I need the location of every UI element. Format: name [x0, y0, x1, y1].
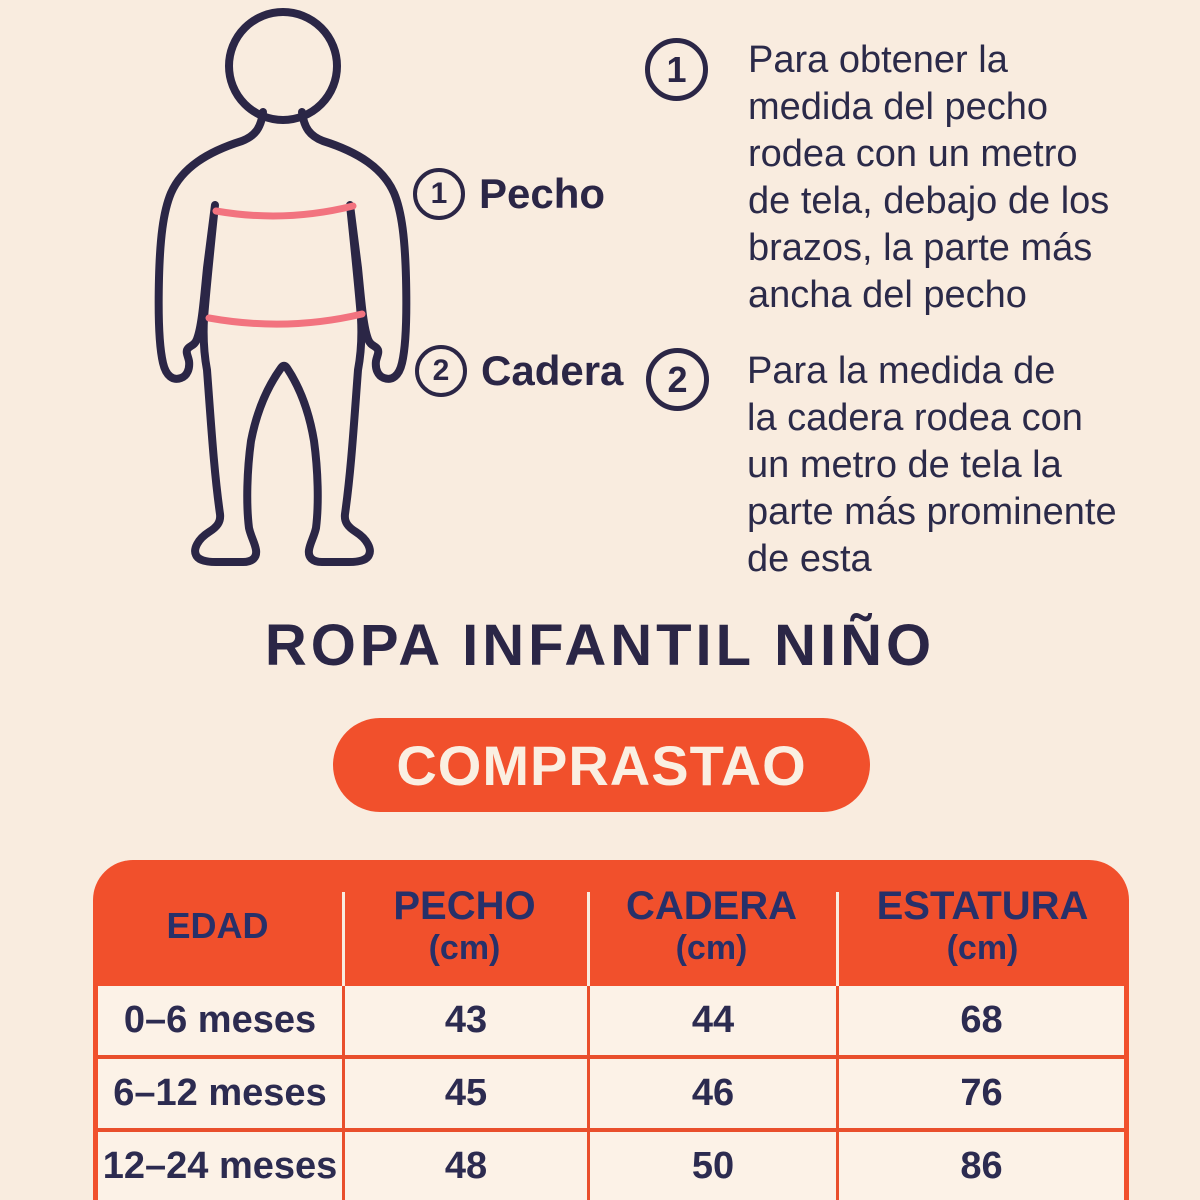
header-cadera-label: CADERA — [625, 884, 798, 929]
child-body-diagram — [154, 8, 411, 566]
header-divider — [587, 892, 590, 986]
cell-pecho: 48 — [345, 1132, 590, 1200]
step-2-circle-icon: 2 — [646, 348, 709, 411]
header-cadera: CADERA (cm) — [587, 860, 836, 986]
cell-edad: 12–24 meses — [98, 1132, 345, 1200]
size-table-header: EDAD PECHO (cm) CADERA (cm) ESTATURA (cm… — [93, 860, 1129, 986]
table-row: 12–24 meses 48 50 86 — [98, 1132, 1124, 1200]
cell-cadera: 46 — [590, 1059, 839, 1128]
header-estatura-label: ESTATURA — [876, 884, 1089, 929]
cell-edad: 6–12 meses — [98, 1059, 345, 1128]
chest-measure-line — [212, 202, 357, 220]
header-estatura-unit: (cm) — [946, 929, 1019, 968]
instruction-step-2: 2 Para la medida de la cadera rodea con … — [646, 348, 1200, 583]
number-2-circle-icon: 2 — [415, 345, 467, 397]
cell-cadera: 50 — [590, 1132, 839, 1200]
cell-estatura: 76 — [960, 1072, 1003, 1114]
table-row: 0–6 meses 43 44 68 — [98, 986, 1124, 1059]
header-edad-label: EDAD — [166, 904, 269, 946]
pecho-label: 1 Pecho — [413, 168, 605, 220]
table-row: 6–12 meses 45 46 76 — [98, 1059, 1124, 1132]
head-outline — [225, 8, 341, 124]
header-estatura: ESTATURA (cm) — [836, 860, 1129, 986]
cadera-label-number: 2 — [432, 354, 450, 387]
cadera-label: 2 Cadera — [415, 345, 623, 397]
cadera-label-text: Cadera — [481, 347, 624, 394]
cell-pecho: 43 — [345, 986, 590, 1055]
number-1-circle-icon: 1 — [413, 168, 465, 220]
size-table-body: 0–6 meses 43 44 68 6–12 meses 45 46 76 1… — [93, 986, 1129, 1200]
instruction-step-1: 1 Para obtener la medida del pecho rodea… — [645, 38, 1200, 319]
pecho-label-text: Pecho — [479, 170, 606, 217]
hip-measure-line — [205, 310, 366, 328]
cell-pecho: 45 — [345, 1059, 590, 1128]
header-cadera-unit: (cm) — [675, 929, 748, 968]
header-divider — [836, 892, 839, 986]
page-title: ROPA INFANTIL NIÑO — [264, 613, 936, 678]
cell-estatura: 86 — [960, 1145, 1003, 1187]
cell-estatura: 68 — [960, 999, 1003, 1041]
header-pecho: PECHO (cm) — [342, 860, 587, 986]
header-pecho-label: PECHO — [393, 884, 536, 929]
cell-edad: 0–6 meses — [98, 986, 345, 1055]
header-edad: EDAD — [93, 860, 342, 986]
step-1-text: Para obtener la medida del pecho rodea c… — [748, 39, 1110, 316]
brand-badge: COMPRASTAO — [333, 718, 870, 812]
size-table: EDAD PECHO (cm) CADERA (cm) ESTATURA (cm… — [93, 860, 1129, 1200]
header-divider — [342, 892, 345, 986]
pecho-label-number: 1 — [430, 177, 448, 210]
body-outline — [154, 108, 411, 566]
step-2-text: Para la medida de la cadera rodea con un… — [747, 350, 1117, 580]
cell-cadera: 44 — [590, 986, 839, 1055]
header-pecho-unit: (cm) — [428, 929, 501, 968]
step-1-number: 1 — [666, 48, 687, 90]
step-1-circle-icon: 1 — [645, 38, 708, 101]
step-2-number: 2 — [667, 358, 688, 400]
